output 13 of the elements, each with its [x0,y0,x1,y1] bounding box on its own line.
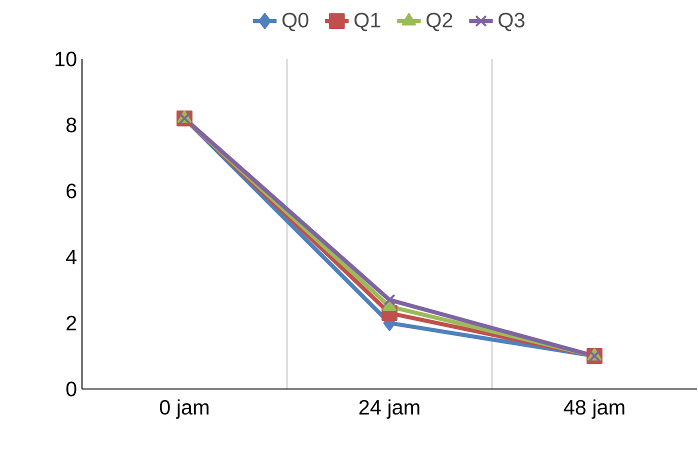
y-tick-label: 2 [66,316,76,330]
y-tick-label: 4 [66,250,77,264]
legend-label: Q1 [354,12,380,32]
y-tick-label: 8 [66,118,76,132]
y-tick-label: 0 [66,382,76,396]
legend-label: Q0 [282,12,308,32]
x-tick-label: 24 jam [359,399,420,419]
legend-label: Q3 [498,12,524,32]
legend-label: Q2 [426,12,452,32]
y-tick-label: 10 [56,52,76,66]
x-tick-label: 0 jam [160,399,208,419]
y-tick-label: 6 [66,184,76,198]
x-tick-label: 48 jam [564,399,624,419]
